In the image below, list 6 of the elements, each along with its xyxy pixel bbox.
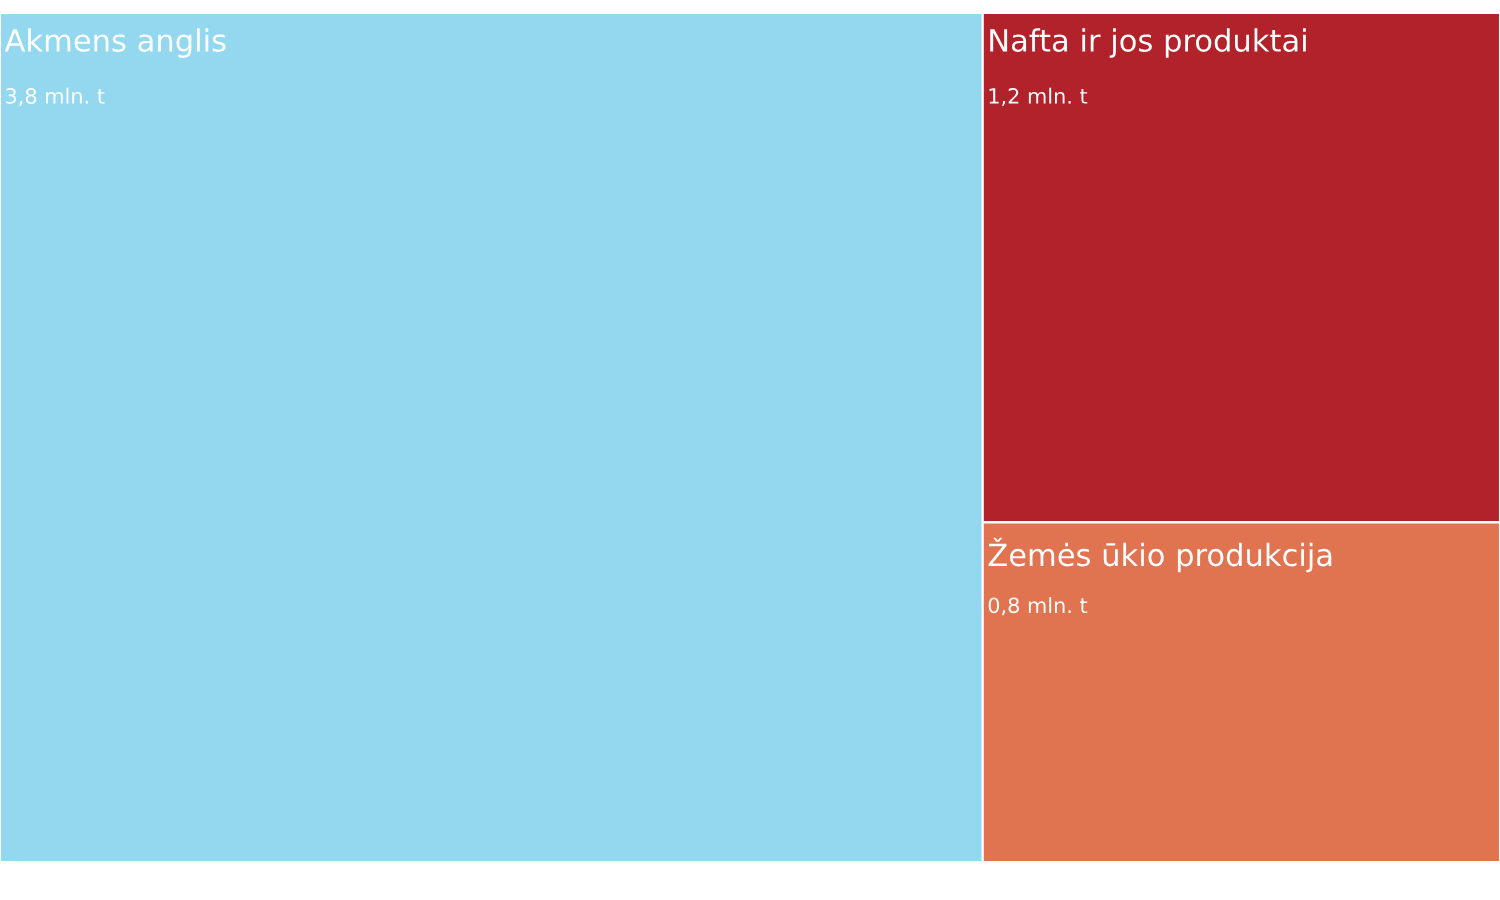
category-label: Žemės ūkio produkcija (988, 537, 1332, 573)
data-label: 1,2 mln. t (989, 87, 1088, 106)
category-label: Akmens anglis (4, 28, 226, 58)
category-label: Nafta ir jos produktai (990, 28, 1306, 58)
data-label: 3,8 mln. t (6, 87, 105, 106)
data-label: 0,8 mln. t (988, 597, 1088, 616)
